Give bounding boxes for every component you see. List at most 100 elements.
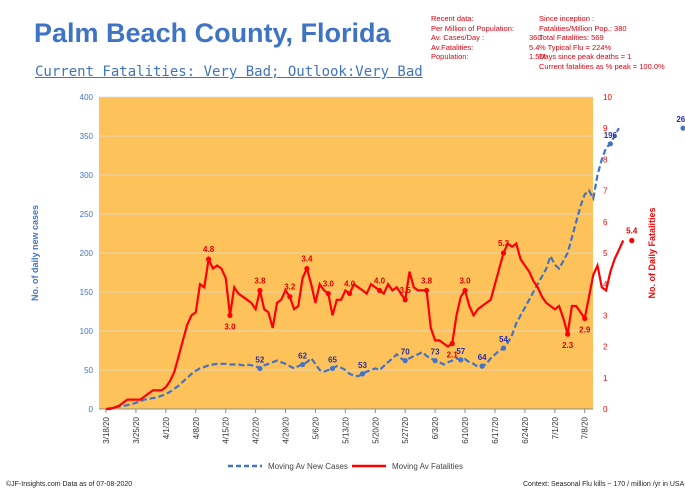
fatalities-marker bbox=[565, 331, 571, 337]
inception-line: Fatalities/Million Pop.: 380 bbox=[539, 23, 627, 33]
y-right-tick: 8 bbox=[603, 155, 608, 164]
right-axis: 0 1 2 3 4 5 6 7 8 9 10 bbox=[603, 93, 612, 414]
x-tick-label: 7/8/20 bbox=[581, 416, 590, 439]
fatalities-series-line bbox=[106, 240, 625, 411]
stat-value: 5.4 bbox=[529, 42, 540, 52]
fatalities-marker bbox=[376, 287, 383, 294]
y-right-tick: 9 bbox=[603, 124, 608, 133]
fatalities-data-label: 5.3 bbox=[498, 239, 510, 248]
x-tick-label: 5/13/20 bbox=[341, 416, 350, 443]
fatalities-data-label: 2.9 bbox=[579, 326, 591, 335]
data-labels: 5262655370735764541962693604.83.03.83.23… bbox=[203, 115, 685, 370]
x-tick-label: 3/18/20 bbox=[102, 416, 111, 443]
cases-marker bbox=[359, 371, 366, 377]
page-subtitle: Current Fatalities: Very Bad; Outlook:Ve… bbox=[35, 64, 423, 80]
legend: Moving Av New Cases Moving Av Fatalities bbox=[228, 462, 463, 471]
fatalities-marker bbox=[500, 250, 507, 256]
cases-data-label: 62 bbox=[298, 352, 307, 361]
cases-series-line bbox=[105, 127, 620, 411]
y-left-tick: 50 bbox=[84, 366, 93, 375]
fatalities-data-label: 4.0 bbox=[344, 280, 356, 289]
cases-marker bbox=[680, 125, 685, 131]
y-left-tick: 200 bbox=[80, 249, 94, 258]
inception-line: Current fatalities as % peak = 100.0% bbox=[539, 61, 665, 71]
fatalities-data-label: 5.4 bbox=[626, 227, 638, 236]
cases-marker bbox=[300, 361, 306, 368]
y-left-tick: 350 bbox=[80, 132, 94, 141]
y-right-tick: 5 bbox=[603, 249, 608, 258]
fatalities-data-label: 3.0 bbox=[459, 276, 471, 285]
cases-marker bbox=[500, 345, 507, 351]
x-tick-label: 6/3/20 bbox=[431, 416, 440, 439]
x-tick-label: 4/1/20 bbox=[162, 416, 171, 439]
cases-data-label: 196 bbox=[604, 131, 618, 140]
fatalities-marker bbox=[205, 256, 212, 262]
fatalities-data-label: 3.8 bbox=[254, 276, 266, 285]
x-tick-label: 6/24/20 bbox=[521, 416, 530, 443]
fatalities-data-label: 4.8 bbox=[203, 245, 215, 254]
cases-data-label: 52 bbox=[255, 355, 264, 364]
inception-line: Total Fatalities: 569 bbox=[539, 33, 604, 42]
fatalities-data-label: 3.8 bbox=[421, 276, 433, 285]
fatalities-marker bbox=[257, 287, 263, 294]
fatalities-marker bbox=[582, 315, 588, 322]
data-markers bbox=[205, 125, 685, 377]
x-tick-label: 3/25/20 bbox=[132, 416, 141, 443]
fatalities-marker bbox=[227, 312, 233, 318]
x-tick-label: 7/1/20 bbox=[551, 416, 560, 439]
fatalities-marker bbox=[325, 290, 331, 297]
inception-line: Since inception : bbox=[539, 14, 595, 23]
fatalities-marker bbox=[402, 297, 408, 303]
y-right-tick: 2 bbox=[603, 343, 608, 352]
per-million-label: Per Million of Population: bbox=[431, 23, 514, 33]
cases-marker bbox=[402, 358, 408, 364]
fatalities-marker bbox=[629, 237, 635, 244]
x-tick-label: 6/17/20 bbox=[491, 416, 500, 443]
y-right-tick: 0 bbox=[603, 405, 608, 414]
fatalities-marker bbox=[462, 287, 468, 294]
y-left-tick: 0 bbox=[89, 405, 94, 414]
cases-marker bbox=[479, 363, 485, 369]
cases-marker bbox=[458, 357, 464, 363]
cases-marker bbox=[257, 365, 263, 372]
x-tick-label: 5/27/20 bbox=[401, 416, 410, 443]
y-right-tick: 10 bbox=[603, 93, 612, 102]
x-tick-label: 5/20/20 bbox=[371, 416, 380, 443]
y-left-tick: 100 bbox=[80, 327, 94, 336]
y-right-tick: 3 bbox=[603, 311, 608, 320]
y-axis-left-label: No. of daily new cases bbox=[30, 205, 40, 301]
fatalities-data-label: 3.0 bbox=[224, 322, 236, 331]
y-left-tick: 250 bbox=[80, 210, 94, 219]
stat-value: 360 bbox=[529, 33, 542, 42]
copyright-footer: ©JF-Insights.com Data as of 07-08-2020 bbox=[6, 481, 133, 488]
fatalities-marker bbox=[449, 340, 455, 347]
inception-data-panel: Since inception : Fatalities/Million Pop… bbox=[539, 14, 679, 71]
fatalities-data-label: 3.4 bbox=[301, 255, 313, 264]
fatalities-data-label: 3.0 bbox=[323, 280, 335, 289]
recent-heading: Recent data: bbox=[431, 14, 474, 23]
fatalities-marker bbox=[347, 290, 353, 297]
cases-data-label: 65 bbox=[328, 355, 337, 364]
x-tick-label: 4/15/20 bbox=[222, 416, 231, 443]
inception-line: Days since peak deaths = 1 bbox=[539, 52, 632, 61]
y-left-tick: 300 bbox=[80, 171, 94, 180]
y-left-tick: 150 bbox=[80, 288, 94, 297]
left-axis: 0 50 100 150 200 250 300 350 400 bbox=[80, 93, 94, 414]
stat-label: Av. Cases/Day : bbox=[431, 33, 485, 42]
x-tick-label: 4/29/20 bbox=[282, 416, 291, 443]
cases-marker bbox=[607, 141, 613, 147]
y-right-tick: 4 bbox=[603, 280, 608, 289]
stat-value: 1.5M bbox=[529, 52, 546, 61]
x-axis: 3/18/20 3/25/20 4/1/20 4/8/20 4/15/20 4/22/20… bbox=[99, 408, 593, 444]
fatalities-data-label: 2.3 bbox=[562, 341, 574, 350]
y-right-tick: 1 bbox=[603, 374, 608, 383]
cases-data-label: 54 bbox=[499, 335, 508, 344]
x-tick-label: 5/6/20 bbox=[311, 416, 320, 439]
context-footer: Context: Seasonal Flu kills ~ 170 / mill… bbox=[523, 481, 685, 488]
x-tick-label: 6/10/20 bbox=[461, 416, 470, 443]
x-tick-label: 4/8/20 bbox=[192, 416, 201, 439]
cases-marker bbox=[432, 358, 438, 364]
cases-marker bbox=[329, 365, 336, 372]
stat-label: Population: bbox=[431, 52, 469, 61]
legend-fatal-label: Moving Av Fatalities bbox=[392, 462, 463, 471]
